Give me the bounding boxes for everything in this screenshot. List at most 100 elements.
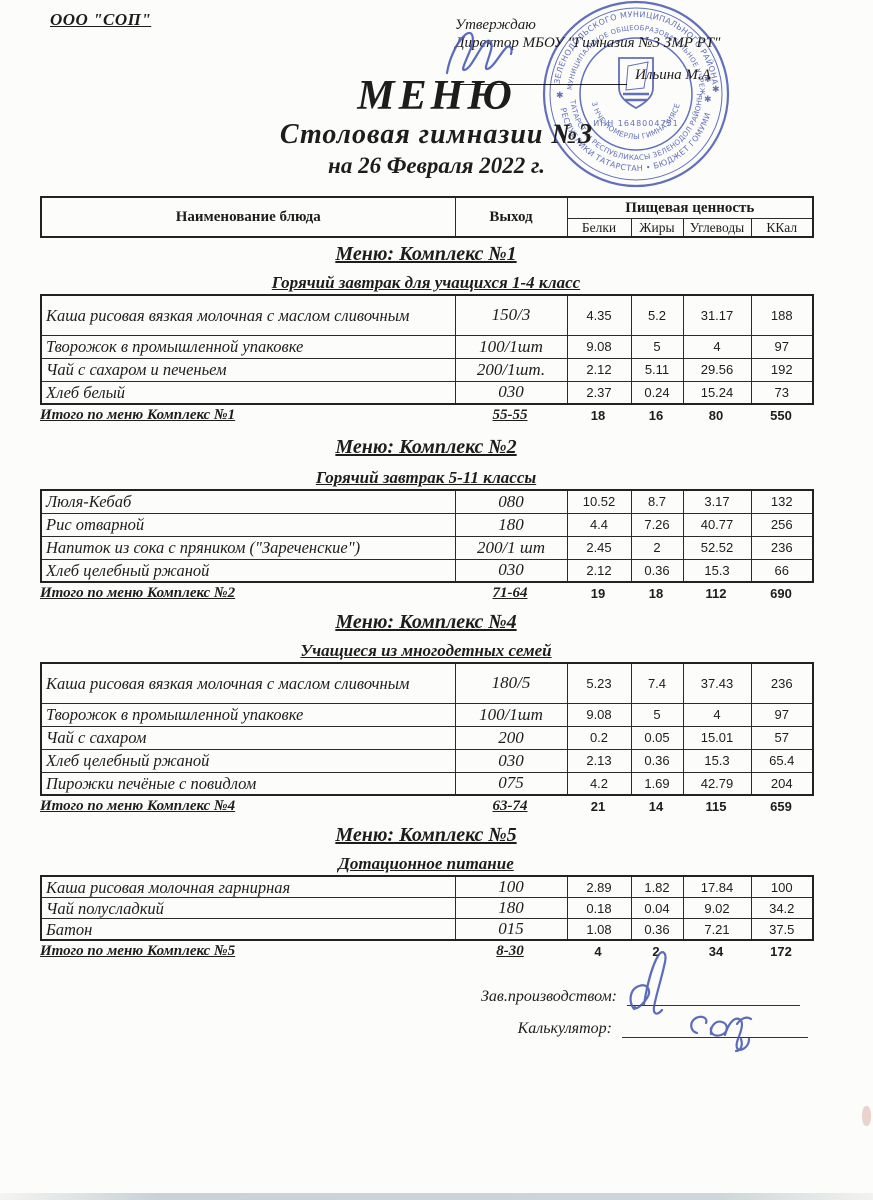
section-total-row: Итого по меню Комплекс №2 71-64 19 18 11… — [40, 584, 812, 603]
calculator-signature-line — [622, 1024, 808, 1038]
dish-row: Каша рисовая вязкая молочная с маслом сл… — [40, 662, 814, 704]
dish-output: 200/1шт. — [454, 357, 568, 382]
col-header-output: Выход — [454, 196, 568, 238]
dish-name: Хлеб целебный ржаной — [40, 748, 456, 773]
dish-fat: 5.2 — [630, 294, 684, 336]
total-label: Итого по меню Комплекс №5 — [40, 943, 236, 959]
dish-carbs: 17.84 — [682, 875, 752, 898]
menu-table: Каша рисовая вязкая молочная с маслом сл… — [40, 662, 814, 796]
dish-carbs: 15.3 — [682, 748, 752, 773]
col-header-fat: Жиры — [630, 218, 684, 238]
dish-output: 100/1шт — [454, 702, 568, 727]
dish-output: 075 — [454, 771, 568, 796]
dish-row: Пирожки печёные с повидлом 075 4.2 1.69 … — [40, 771, 814, 796]
total-fat: 2 — [652, 944, 660, 959]
section-subtitle: Горячий завтрак 5-11 классы — [315, 468, 537, 487]
dish-fat: 0.36 — [630, 558, 684, 583]
columns-header-table: Наименование блюда Выход Пищевая ценност… — [40, 196, 815, 238]
manager-label: Зав.производством: — [480, 988, 617, 1005]
dish-protein: 2.12 — [566, 558, 632, 583]
dish-output: 180 — [454, 512, 568, 537]
dish-name: Напиток из сока с пряником ("Зареченские… — [40, 535, 456, 560]
dish-row: Чай с сахаром и печеньем 200/1шт. 2.12 5… — [40, 357, 814, 382]
dish-fat: 2 — [630, 535, 684, 560]
dish-name: Хлеб целебный ржаной — [40, 558, 456, 583]
dish-output: 100/1шт — [454, 334, 568, 359]
dish-output: 030 — [454, 558, 568, 583]
dish-carbs: 15.01 — [682, 725, 752, 750]
dish-protein: 9.08 — [566, 702, 632, 727]
total-protein: 19 — [590, 586, 606, 601]
dish-kcal: 57 — [750, 725, 814, 750]
dish-kcal: 65.4 — [750, 748, 814, 773]
section-title: Меню: Комплекс №5 — [335, 824, 517, 846]
dish-protein: 2.89 — [566, 875, 632, 898]
dish-carbs: 31.17 — [682, 294, 752, 336]
total-protein: 21 — [590, 799, 606, 814]
dish-output: 200 — [454, 725, 568, 750]
dish-fat: 0.24 — [630, 380, 684, 405]
dish-fat: 7.4 — [630, 662, 684, 704]
total-protein: 18 — [590, 408, 606, 423]
total-kcal: 172 — [770, 944, 792, 959]
dish-protein: 4.2 — [566, 771, 632, 796]
menu-table: Люля-Кебаб 080 10.52 8.7 3.17 132 Рис от… — [40, 489, 814, 583]
dish-row: Чай полусладкий 180 0.18 0.04 9.02 34.2 — [40, 897, 814, 919]
col-header-protein: Белки — [566, 218, 632, 238]
total-carbs: 34 — [708, 944, 724, 959]
dish-carbs: 15.3 — [682, 558, 752, 583]
dish-protein: 2.37 — [566, 380, 632, 405]
dish-name: Творожок в промышленной упаковке — [40, 334, 456, 359]
dish-carbs: 15.24 — [682, 380, 752, 405]
dish-name: Батон — [40, 918, 456, 941]
dish-row: Каша рисовая молочная гарнирная 100 2.89… — [40, 875, 814, 898]
dish-carbs: 7.21 — [682, 918, 752, 941]
dish-name: Каша рисовая вязкая молочная с маслом сл… — [40, 662, 456, 704]
dish-row: Чай с сахаром 200 0.2 0.05 15.01 57 — [40, 725, 814, 750]
dish-protein: 0.2 — [566, 725, 632, 750]
dish-row: Творожок в промышленной упаковке 100/1шт… — [40, 334, 814, 359]
total-output: 71-64 — [492, 585, 528, 601]
dish-name: Чай полусладкий — [40, 897, 456, 919]
dish-carbs: 9.02 — [682, 897, 752, 919]
menu-table: Каша рисовая молочная гарнирная 100 2.89… — [40, 875, 814, 941]
total-label: Итого по меню Комплекс №2 — [40, 585, 236, 601]
dish-carbs: 29.56 — [682, 357, 752, 382]
dish-fat: 5.11 — [630, 357, 684, 382]
col-header-dish: Наименование блюда — [40, 196, 456, 238]
scan-artifact — [862, 1106, 871, 1126]
section-subtitle: Дотационное питание — [338, 854, 514, 873]
total-carbs: 112 — [705, 586, 727, 601]
menu-table: Каша рисовая вязкая молочная с маслом сл… — [40, 294, 814, 405]
col-header-carbs: Углеводы — [682, 218, 752, 238]
dish-fat: 0.36 — [630, 918, 684, 941]
dish-kcal: 192 — [750, 357, 814, 382]
total-fat: 16 — [648, 408, 664, 423]
dish-row: Рис отварной 180 4.4 7.26 40.77 256 — [40, 512, 814, 537]
dish-name: Чай с сахаром — [40, 725, 456, 750]
manager-sign-row: Зав.производством: — [40, 988, 800, 1006]
total-kcal: 690 — [770, 586, 792, 601]
dish-protein: 2.45 — [566, 535, 632, 560]
manager-signature-line — [627, 992, 800, 1006]
dish-kcal: 37.5 — [750, 918, 814, 941]
dish-protein: 9.08 — [566, 334, 632, 359]
dish-protein: 5.23 — [566, 662, 632, 704]
dish-name: Каша рисовая вязкая молочная с маслом сл… — [40, 294, 456, 336]
dish-row: Хлеб белый 030 2.37 0.24 15.24 73 — [40, 380, 814, 405]
dish-fat: 7.26 — [630, 512, 684, 537]
total-label: Итого по меню Комплекс №1 — [40, 407, 236, 423]
page-date: на 26 Февраля 2022 г. — [328, 153, 545, 178]
dish-row: Каша рисовая вязкая молочная с маслом сл… — [40, 294, 814, 336]
dish-fat: 0.05 — [630, 725, 684, 750]
dish-kcal: 97 — [750, 702, 814, 727]
director-signature-line — [455, 70, 627, 85]
dish-output: 030 — [454, 748, 568, 773]
dish-carbs: 40.77 — [682, 512, 752, 537]
dish-name: Хлеб белый — [40, 380, 456, 405]
section-title: Меню: Комплекс №1 — [335, 243, 517, 265]
dish-kcal: 204 — [750, 771, 814, 796]
dish-kcal: 132 — [750, 489, 814, 514]
dish-carbs: 4 — [682, 702, 752, 727]
